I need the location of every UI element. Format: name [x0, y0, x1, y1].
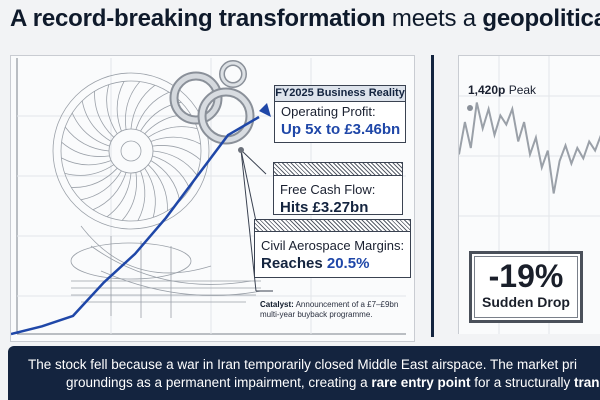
turbine-blade [116, 81, 125, 132]
catalyst-text: Announcement of a £7–£9bn multi-year buy… [260, 300, 399, 319]
turbine-blade [81, 100, 112, 142]
turbine-blade [71, 167, 118, 188]
turbine-blade [144, 167, 156, 218]
catalyst-label: Catalyst: [260, 300, 294, 309]
turbine-blade [147, 164, 168, 211]
turbine-blade [64, 164, 115, 176]
turbine-blade [94, 91, 115, 138]
turbine-blade [150, 136, 201, 145]
page-title: A record-breaking transformation meets a… [10, 4, 600, 34]
turbine-blade [106, 172, 132, 218]
turbine-blade [130, 84, 156, 130]
drop-callout: -19% Sudden Drop [469, 251, 583, 323]
turbine-blade [61, 157, 112, 166]
highlight-trans: trans [573, 375, 600, 390]
peak-annotation: 1,420p Peak [468, 83, 536, 97]
stock-price-line [459, 102, 600, 194]
operating-profit-label: Operating Profit: [281, 104, 376, 119]
turbine-blade [121, 172, 137, 221]
free-cash-flow-label: Free Cash Flow: [280, 182, 376, 197]
arrow-icon [259, 103, 271, 117]
chain-links-illustration [169, 60, 255, 145]
peak-marker [467, 105, 473, 111]
operating-profit-value: Up 5x to £3.46bn [281, 121, 401, 138]
margins-value: Reaches 20.5% [261, 255, 370, 272]
free-cash-flow-value: Hits £3.27bn [280, 199, 369, 216]
turbine-blade [147, 126, 198, 138]
growth-chart-panel: FY2025 Business Reality Operating Profit… [10, 55, 415, 342]
connector-dot [238, 147, 244, 153]
peak-value: 1,420p [468, 83, 506, 97]
peak-label: Peak [505, 83, 537, 97]
turbine-blade [106, 84, 118, 135]
growth-line [11, 115, 260, 336]
title-bold-part: A record-breaking transformation [10, 5, 386, 32]
turbine-blade [137, 170, 146, 221]
business-reality-box: FY2025 Business Reality Operating Profit… [274, 85, 406, 143]
turbine-blade [80, 170, 122, 201]
panel-divider [431, 55, 434, 337]
margins-box: Civil Aerospace Margins: Reaches 20.5% [254, 219, 411, 278]
hatch-strip [274, 163, 402, 176]
turbine-blade [92, 172, 127, 211]
business-reality-header: FY2025 Business Reality [275, 86, 405, 102]
highlight-rare-entry: rare entry point [371, 375, 471, 390]
banner-line-1: The stock fell because a war in Iran tem… [28, 357, 577, 372]
turbine-blade [152, 155, 191, 190]
turbine-blade [64, 126, 110, 152]
turbine-blade [152, 150, 198, 176]
drop-percentage: -19% [488, 258, 564, 294]
hatch-strip [255, 220, 410, 232]
summary-banner: The stock fell because a war in Iran tem… [8, 346, 600, 400]
turbine-blade [135, 91, 170, 130]
turbine-blade [71, 112, 110, 147]
turbine-blade [150, 160, 181, 202]
turbine-blade [152, 145, 201, 161]
banner-line-2: groundings as a permanent impairment, cr… [66, 374, 600, 392]
margins-label: Civil Aerospace Margins: [261, 238, 405, 253]
turbine-blade [125, 81, 141, 130]
drop-label: Sudden Drop [482, 294, 570, 310]
catalyst-note: Catalyst: Announcement of a £7–£9bn mult… [260, 300, 420, 320]
free-cash-flow-box: Free Cash Flow: Hits £3.27bn [273, 162, 403, 216]
title-bold-end: geopolitical [482, 5, 600, 32]
turbine-blade [61, 141, 110, 157]
growth-chart-svg [11, 58, 406, 336]
turbine-engine-illustration [52, 72, 262, 318]
title-normal-part: meets a [385, 5, 483, 32]
